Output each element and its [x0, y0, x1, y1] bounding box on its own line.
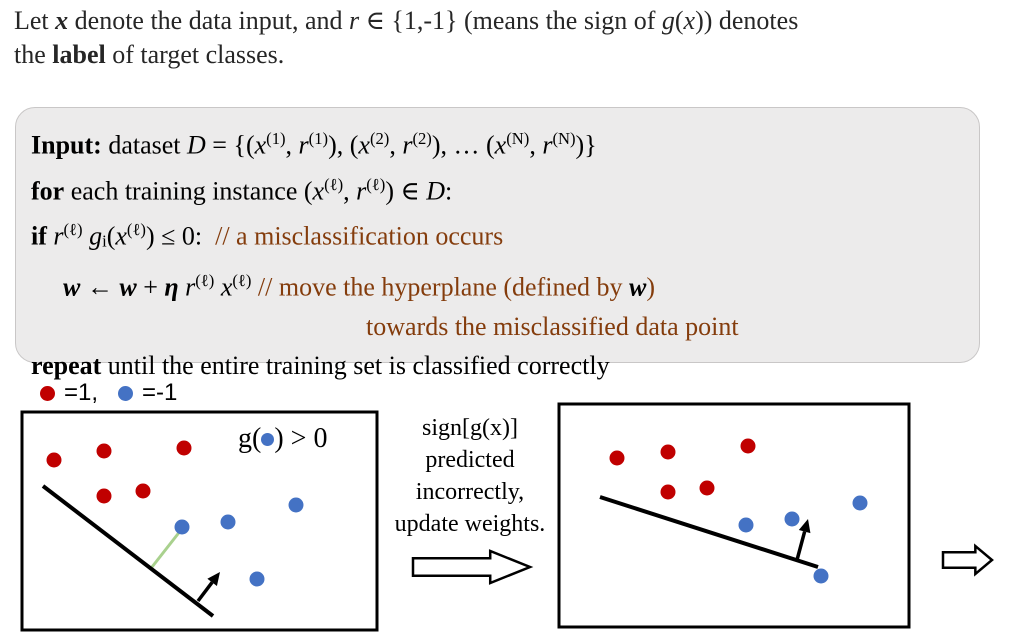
- before-update-red-point: [96, 443, 112, 459]
- before-update-red-point: [46, 452, 62, 468]
- before-update-blue-point: [288, 497, 304, 513]
- before-update-weight-arrow-head: [207, 572, 220, 586]
- algo-line-if: if r(ℓ) gi(x(ℓ)) ≤ 0: // a misclassifica…: [31, 220, 504, 251]
- algo-line-update: w ← w + η r(ℓ) x(ℓ) // move the hyperpla…: [63, 270, 656, 302]
- blue-class-label: =-1: [142, 379, 178, 406]
- blue-dot-icon: [261, 433, 275, 446]
- red-class-dot-icon: [40, 385, 55, 401]
- after-update-separator-line: [599, 495, 819, 569]
- caption-line: update weights.: [394, 511, 546, 537]
- before-update-blue-point: [174, 519, 190, 535]
- blue-class-dot-icon: [118, 385, 134, 401]
- caption-line: sign[g(x)]: [422, 415, 518, 441]
- intro-line-1: Let x denote the data input, and r ∈ {1,…: [14, 6, 799, 35]
- after-update-red-point: [740, 438, 756, 454]
- caption-line: incorrectly,: [415, 479, 525, 505]
- before-update-frame: [20, 410, 379, 632]
- red-class-label: =1,: [64, 379, 99, 406]
- before-update-red-point: [176, 440, 192, 456]
- before-update-red-point: [96, 488, 112, 504]
- after-update-weight-arrow-head: [798, 519, 811, 534]
- before-update-red-point: [135, 483, 151, 499]
- gx-label-suffix: ) > 0: [274, 423, 328, 454]
- class-legend: =1, =-1: [40, 379, 177, 407]
- after-update-weight-arrow: [795, 531, 807, 561]
- after-update-red-point: [609, 450, 625, 466]
- transition-arrow: [411, 549, 534, 585]
- before-update-weight-arrow: [196, 581, 214, 603]
- after-update-red-point: [660, 484, 676, 500]
- algo-line-input: Input: dataset D = {(x(1), r(1)), (x(2),…: [31, 129, 597, 160]
- after-update-red-point: [660, 444, 676, 460]
- after-update-blue-point: [852, 495, 868, 511]
- before-update-separator-line: [41, 484, 215, 618]
- next-step-arrow: [941, 543, 994, 577]
- algo-line-comment-continuation: towards the misclassified data point: [366, 311, 739, 341]
- gx-positive-label: g( ) > 0: [238, 423, 327, 455]
- algorithm-box: Input: dataset D = {(x(1), r(1)), (x(2),…: [15, 107, 980, 380]
- after-update-red-point: [699, 480, 715, 496]
- gx-label-prefix: g(: [238, 423, 262, 454]
- before-update-blue-point: [249, 571, 265, 587]
- update-caption: sign[g(x)] predicted incorrectly, update…: [382, 412, 558, 540]
- before-update-distance-segment: [150, 529, 183, 568]
- after-update-blue-point: [738, 517, 754, 533]
- after-update-blue-point: [813, 568, 829, 584]
- caption-line: predicted: [425, 447, 515, 473]
- after-update-frame: [557, 402, 911, 629]
- algo-line-for: for each training instance (x(ℓ), r(ℓ)) …: [31, 174, 453, 206]
- intro-line-2: the label of target classes.: [14, 40, 285, 69]
- intro-paragraph: Let x denote the data input, and r ∈ {1,…: [14, 4, 1026, 72]
- algo-line-repeat: repeat until the entire training set is …: [31, 350, 610, 380]
- before-update-blue-point: [220, 514, 236, 530]
- after-update-blue-point: [784, 511, 800, 527]
